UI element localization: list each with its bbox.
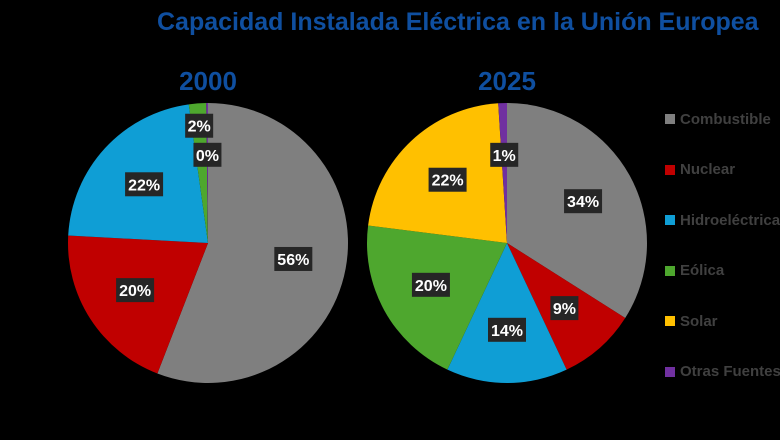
data-label-2000-Nuclear: 20% (116, 278, 155, 303)
legend-swatch (665, 215, 675, 226)
data-label-2000-Hidroeléctrica: 22% (125, 172, 164, 197)
legend-swatch (665, 366, 675, 377)
data-label-2000-Eólica: 2% (185, 113, 214, 138)
legend-item: Eólica (665, 246, 780, 297)
data-label-2025-Solar: 22% (428, 167, 467, 192)
svg-text:1%: 1% (493, 148, 516, 165)
legend-swatch (665, 164, 675, 175)
legend-label: Otras Fuentes (680, 363, 780, 381)
slice-2000-Nuclear (68, 235, 209, 374)
slice-2025-Otras Fuentes (498, 103, 507, 243)
slice-2025-Eólica (366, 225, 507, 370)
slice-2000-Otras Fuentes (206, 103, 208, 243)
svg-text:34%: 34% (567, 194, 599, 211)
slice-2000-Eólica (188, 103, 208, 243)
legend-item: Nuclear (665, 145, 780, 196)
legend-swatch (665, 114, 675, 125)
legend-label: Hidroeléctrica (680, 211, 780, 229)
svg-text:14%: 14% (491, 323, 523, 340)
pie-title-2000: 2000 (179, 66, 237, 96)
data-label-2000-Combustible: 56% (274, 246, 313, 271)
legend-label: Nuclear (680, 161, 736, 179)
slice-2025-Hidroeléctrica (447, 243, 567, 383)
data-label-2025-Otras Fuentes: 1% (490, 142, 519, 167)
data-label-2025-Combustible: 34% (564, 189, 603, 214)
legend-item: Combustible (665, 94, 780, 145)
svg-text:9%: 9% (553, 301, 576, 318)
data-label-2025-Hidroeléctrica: 14% (488, 317, 526, 342)
svg-text:0%: 0% (196, 148, 219, 165)
data-label-2025-Eólica: 20% (411, 272, 450, 297)
svg-text:2%: 2% (188, 119, 211, 136)
legend-swatch (665, 265, 675, 276)
legend-item: Hidroeléctrica (665, 195, 780, 246)
legend-item: Otras Fuentes (665, 347, 780, 398)
legend-swatch (665, 316, 675, 327)
data-label-2000-Otras Fuentes: 0% (193, 142, 222, 167)
svg-text:22%: 22% (128, 177, 160, 194)
pie-title-2025: 2025 (478, 66, 536, 96)
svg-text:22%: 22% (432, 173, 464, 190)
chart-title: Capacidad Instalada Eléctrica en la Unió… (157, 8, 759, 36)
legend-item: Solar (665, 296, 780, 347)
legend: Combustible Nuclear Hidroeléctrica Eólica So… (665, 94, 780, 397)
data-label-2025-Nuclear: 9% (550, 296, 579, 321)
legend-label: Eólica (680, 262, 725, 280)
slice-2000-Combustible (157, 103, 349, 383)
legend-label: Solar (680, 312, 718, 330)
legend-label: Combustible (680, 110, 771, 128)
svg-text:20%: 20% (119, 283, 151, 300)
svg-text:56%: 56% (277, 252, 309, 269)
svg-text:20%: 20% (415, 278, 447, 295)
